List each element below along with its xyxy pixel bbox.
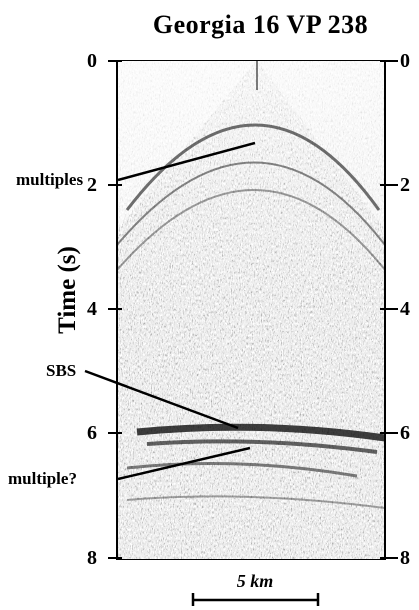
- annotation-multiple-question: multiple?: [8, 469, 77, 488]
- tick-label-right-0: 0: [400, 50, 410, 72]
- annotation-multiples: multiples: [16, 170, 84, 189]
- tick-label-right-4: 4: [400, 298, 410, 320]
- tick-label-right-2: 2: [400, 174, 410, 196]
- figure-title: Georgia 16 VP 238: [152, 10, 369, 39]
- multiples-pointer: [117, 141, 256, 182]
- multiple-q-pointer: [117, 446, 251, 481]
- tick-label-right-6: 6: [400, 422, 410, 444]
- tick-label-left-6: 6: [87, 422, 97, 444]
- scale-bar: [191, 593, 320, 606]
- sbs-pointer: [84, 369, 239, 430]
- tick-label-left-4: 4: [87, 298, 97, 320]
- tick-label-left-2: 2: [87, 174, 97, 196]
- tick-label-right-8: 8: [400, 547, 410, 569]
- right-tick-marks: [380, 60, 398, 559]
- scale-bar-label: 5 km: [236, 571, 274, 591]
- annotation-sbs: SBS: [46, 361, 77, 380]
- left-tick-marks: [108, 60, 122, 559]
- tick-label-left-0: 0: [87, 50, 97, 72]
- tick-label-left-8: 8: [87, 547, 97, 569]
